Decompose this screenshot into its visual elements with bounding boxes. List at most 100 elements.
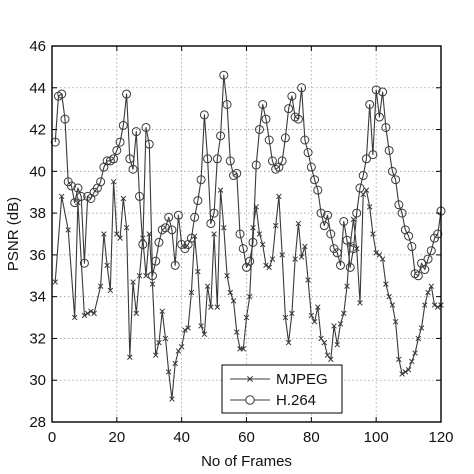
x-marker-stroke — [104, 262, 110, 269]
data-point-circle-marker — [196, 175, 206, 185]
data-point-circle-marker — [131, 127, 141, 137]
data-point-x-marker — [295, 220, 302, 227]
data-point-x-marker — [91, 310, 97, 317]
x-marker-stroke — [234, 329, 240, 335]
x-axis-label: No of Frames — [201, 453, 292, 470]
data-point-circle-marker — [154, 237, 164, 247]
data-point-x-marker — [344, 283, 350, 289]
x-marker-stroke — [324, 352, 331, 358]
data-point-circle-marker — [141, 122, 151, 132]
data-point-x-marker — [195, 268, 201, 275]
data-point-circle-marker — [235, 229, 245, 239]
x-marker-stroke — [130, 279, 136, 285]
data-point-x-marker — [363, 187, 370, 193]
y-tick-label: 38 — [29, 205, 46, 222]
data-point-circle-marker — [319, 221, 329, 231]
data-point-x-marker — [136, 273, 143, 279]
x-marker-stroke — [71, 314, 78, 321]
x-marker-stroke — [123, 224, 130, 231]
x-tick-label: 60 — [238, 429, 255, 446]
x-marker-stroke — [75, 199, 81, 206]
data-point-x-marker — [269, 256, 276, 262]
data-point-x-marker — [337, 321, 344, 327]
data-point-circle-marker — [287, 91, 297, 101]
x-marker-stroke — [298, 254, 305, 260]
data-point-circle-marker — [293, 114, 303, 124]
legend-marker-mjpeg — [247, 376, 253, 382]
data-point-circle-marker — [109, 154, 119, 164]
x-marker-stroke — [201, 331, 208, 338]
data-point-x-marker — [52, 279, 58, 285]
data-point-x-marker — [208, 304, 214, 310]
data-point-circle-marker — [209, 208, 219, 218]
x-marker-stroke — [159, 308, 165, 315]
x-marker-stroke — [328, 356, 334, 363]
x-marker-stroke — [337, 321, 344, 327]
x-marker-stroke — [227, 289, 234, 296]
x-marker-stroke — [331, 323, 337, 329]
data-point-circle-marker — [261, 114, 271, 124]
data-point-circle-marker — [186, 233, 196, 243]
x-marker-stroke — [211, 231, 217, 237]
data-point-x-marker — [165, 369, 172, 375]
data-point-x-marker — [201, 331, 208, 338]
data-point-x-marker — [292, 256, 298, 262]
data-point-x-marker — [188, 289, 195, 296]
data-point-circle-marker — [397, 208, 407, 218]
legend-marker-h264 — [245, 395, 255, 405]
data-point-x-marker — [383, 281, 389, 287]
data-point-circle-marker — [413, 271, 423, 281]
data-point-x-marker — [334, 341, 341, 348]
x-marker-stroke — [188, 289, 195, 296]
data-point-x-marker — [172, 360, 178, 367]
x-marker-stroke — [133, 310, 140, 317]
x-marker-stroke — [376, 252, 383, 258]
data-point-x-marker — [130, 279, 136, 285]
data-point-circle-marker — [238, 244, 248, 254]
x-marker-stroke — [165, 369, 172, 375]
data-point-circle-marker — [112, 145, 122, 155]
data-point-x-marker — [107, 287, 114, 294]
x-marker-stroke — [396, 356, 402, 363]
data-point-x-marker — [149, 281, 156, 287]
data-point-circle-marker — [300, 135, 310, 145]
data-point-x-marker — [418, 325, 425, 331]
y-axis-label: PSNR (dB) — [5, 197, 22, 271]
data-point-circle-marker — [332, 248, 342, 258]
data-point-circle-marker — [147, 271, 157, 281]
x-marker-stroke — [344, 283, 350, 289]
y-tick-label: 28 — [29, 414, 46, 431]
x-marker-stroke — [156, 339, 162, 346]
data-point-x-marker — [246, 293, 253, 300]
x-marker-stroke — [97, 283, 104, 289]
data-point-circle-marker — [70, 198, 80, 208]
x-marker-stroke — [240, 346, 247, 352]
x-marker-stroke — [84, 310, 91, 317]
x-marker-stroke — [373, 250, 379, 256]
x-marker-stroke — [221, 224, 227, 231]
x-marker-stroke — [415, 335, 422, 342]
data-point-x-marker — [315, 304, 321, 310]
data-point-x-marker — [302, 243, 308, 250]
x-marker-stroke — [58, 193, 65, 200]
data-point-circle-marker — [245, 256, 255, 266]
data-point-x-marker — [428, 283, 435, 289]
data-point-x-marker — [97, 283, 104, 289]
x-marker-stroke — [224, 273, 230, 279]
legend-box — [221, 364, 343, 414]
data-point-x-marker — [360, 191, 366, 198]
y-tick-label: 44 — [29, 80, 46, 97]
data-point-circle-marker — [232, 168, 242, 178]
x-marker-stroke — [143, 273, 149, 279]
data-point-x-marker — [402, 369, 409, 375]
x-marker-stroke — [149, 281, 156, 287]
data-point-circle-marker — [225, 156, 235, 166]
data-point-x-marker — [143, 273, 149, 279]
data-point-circle-marker — [316, 208, 326, 218]
data-point-x-marker — [162, 335, 169, 342]
x-marker-stroke — [402, 369, 409, 375]
data-point-x-marker — [318, 335, 324, 342]
data-point-circle-marker — [251, 160, 261, 170]
data-point-x-marker — [156, 339, 162, 346]
data-point-circle-marker — [57, 89, 67, 99]
